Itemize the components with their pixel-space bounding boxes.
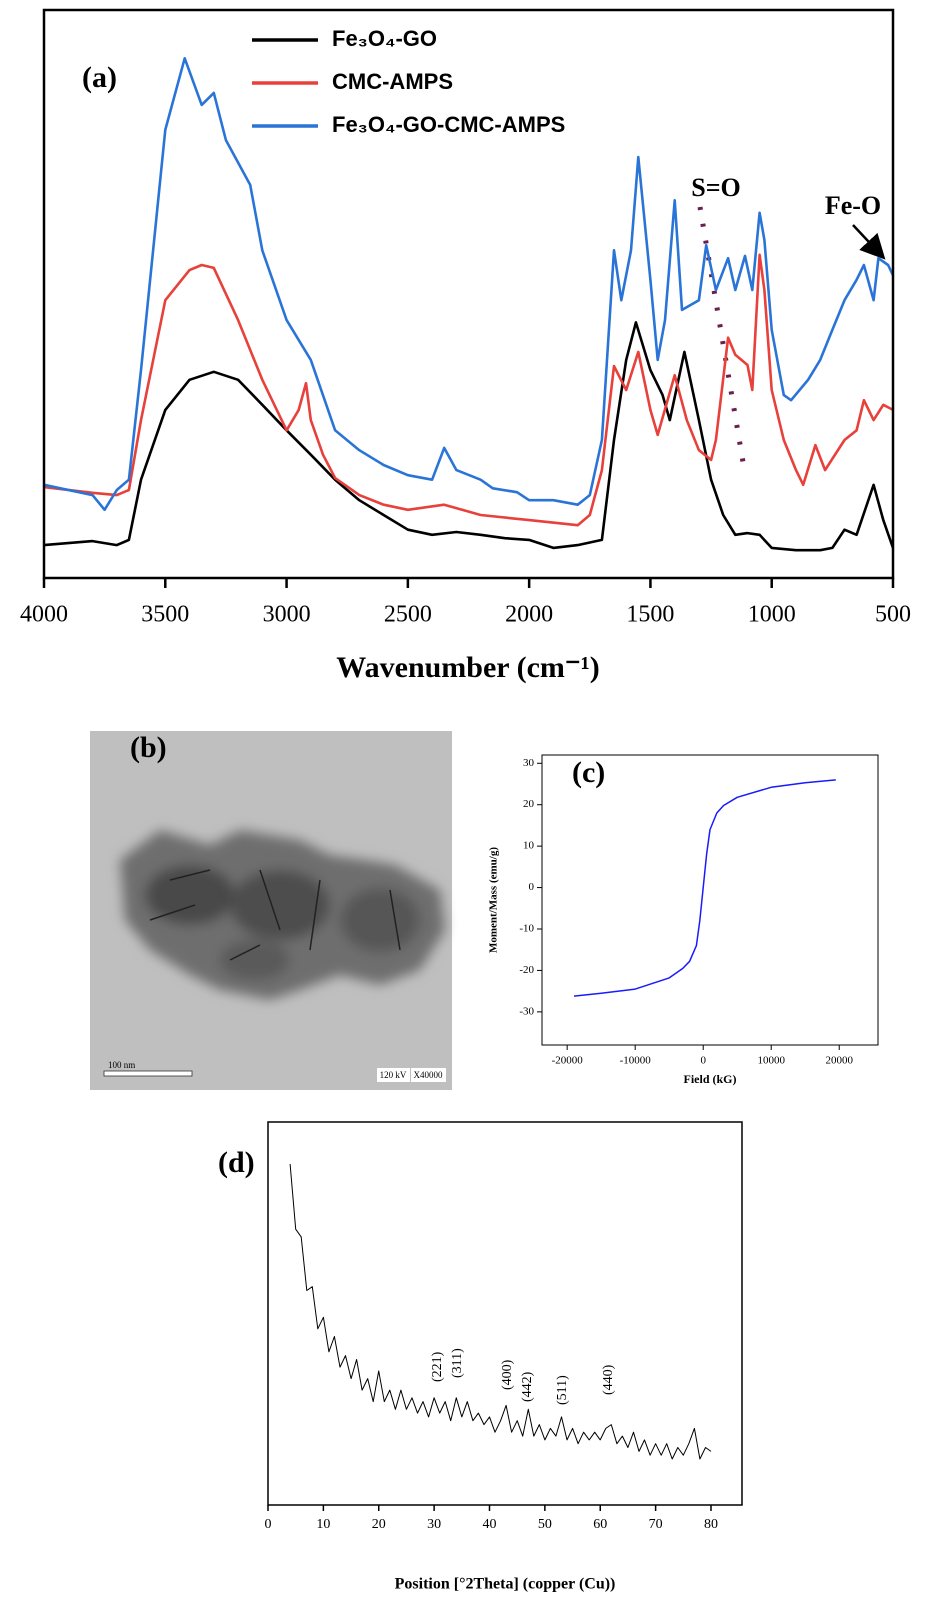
x-tick-label: 0 [700,1055,706,1067]
peak-label: (440) [601,1364,616,1395]
x-tick-label: 40 [482,1517,496,1532]
x-axis-label: Position [°2Theta] (copper (Cu)) [395,1576,616,1593]
peak-label: (442) [520,1371,535,1402]
series-line [573,779,836,997]
panel-label: (c) [572,756,605,789]
arrow [852,224,886,260]
y-tick-label: 20 [523,798,535,810]
y-tick-label: -10 [519,923,534,935]
x-tick-label: 80 [704,1517,718,1532]
x-tick-label: 2500 [384,602,432,628]
x-tick-label: 500 [875,602,911,628]
x-tick-label: 20 [372,1517,386,1532]
x-tick-label: -10000 [620,1055,652,1067]
x-tick-label: 30 [427,1517,441,1532]
x-tick-label: 50 [538,1517,552,1532]
peak-label: (400) [500,1359,515,1390]
series-line [43,253,894,527]
legend-label: Fe₃O₄-GO-CMC-AMPS [332,112,565,137]
plot-frame [267,1121,743,1506]
legend-label: CMC-AMPS [332,69,453,94]
scale-bar [103,1070,193,1077]
panel-label: (b) [130,731,167,764]
y-tick-label: -30 [519,1005,534,1017]
y-axis-label: Moment/Mass (emu/g) [488,847,500,953]
x-axis-label: Wavenumber (cm⁻¹) [336,651,599,684]
peak-label: (311) [450,1348,465,1378]
x-tick-label: 10000 [757,1055,785,1067]
y-tick-label: -20 [519,964,534,976]
peak-label: (221) [430,1351,445,1382]
y-tick-label: 10 [523,840,535,852]
series-line [289,1164,712,1460]
plot-frame [541,754,879,1046]
peak-label: (511) [555,1375,570,1405]
tem-image: (b) 100 nm 120 kV X40000 [90,731,452,1090]
magnification: X40000 [414,1070,443,1080]
x-tick-label: 0 [265,1517,272,1532]
x-tick-label: 1500 [626,602,674,628]
legend-label: Fe₃O₄-GO [332,26,437,51]
x-tick-label: 10 [316,1517,330,1532]
y-tick-label: 30 [523,757,535,769]
series-line [43,321,895,552]
x-tick-label: 20000 [825,1055,853,1067]
x-tick-label: 60 [593,1517,607,1532]
annotation: Fe-O [825,191,881,220]
x-tick-label: 3500 [141,602,189,628]
y-tick-label: 0 [529,881,535,893]
x-tick-label: 4000 [20,602,68,628]
plot-frame [42,8,895,580]
x-tick-label: 1000 [748,602,796,628]
panel-label: (a) [82,61,117,94]
label-box [377,1068,410,1082]
x-tick-label: 70 [649,1517,663,1532]
annotation: S=O [691,173,741,202]
series-line [43,57,895,512]
scale-bar-label: 100 nm [108,1060,135,1070]
fibers [149,869,401,961]
panel-label: (d) [218,1146,255,1179]
x-tick-label: -20000 [552,1055,584,1067]
x-axis-label: Field (kG) [684,1072,737,1086]
x-tick-label: 2000 [505,602,553,628]
x-tick-label: 3000 [263,602,311,628]
voltage: 120 kV [380,1070,407,1080]
label-box [411,1068,446,1082]
